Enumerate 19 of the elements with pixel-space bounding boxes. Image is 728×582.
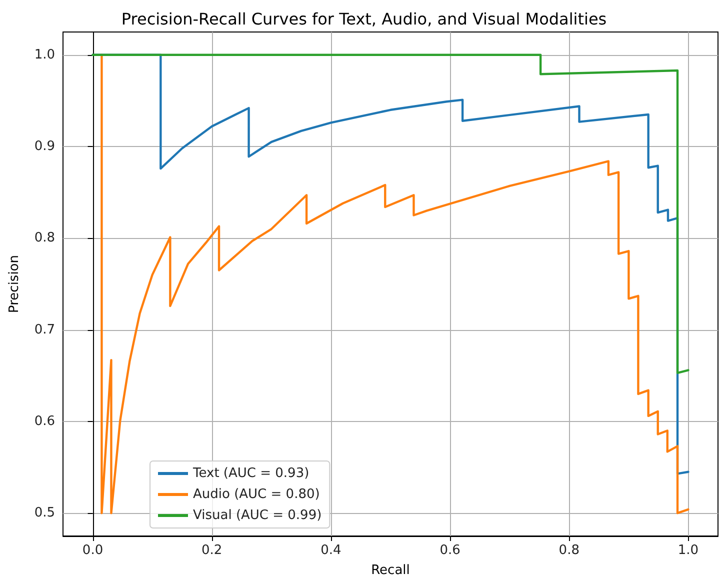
chart-title: Precision-Recall Curves for Text, Audio, and Visual Modalities: [121, 10, 607, 28]
x-tick-label: 0.2: [202, 543, 222, 558]
legend-label: Visual (AUC = 0.99): [193, 508, 322, 523]
x-tick-label: 0.8: [558, 543, 580, 558]
legend-label: Audio (AUC = 0.80): [193, 487, 320, 502]
legend-label: Text (AUC = 0.93): [192, 466, 310, 481]
y-tick-label: 0.7: [34, 322, 55, 338]
y-tick-label: 0.9: [34, 139, 55, 154]
x-axis-title: Recall: [371, 563, 410, 578]
x-tick-label: 0.4: [320, 543, 342, 558]
x-tick-label: 1.0: [678, 543, 699, 558]
line-series: [92, 54, 690, 374]
y-tick-label: 0.5: [34, 506, 55, 521]
x-tick-label: 0.6: [440, 543, 460, 558]
y-tick-label: 0.6: [34, 414, 55, 429]
y-axis-title: Precision: [7, 254, 22, 314]
y-tick-label: 0.8: [34, 230, 55, 246]
y-tick-label: 1.0: [34, 47, 55, 62]
x-tick-label: 0.0: [82, 543, 104, 558]
